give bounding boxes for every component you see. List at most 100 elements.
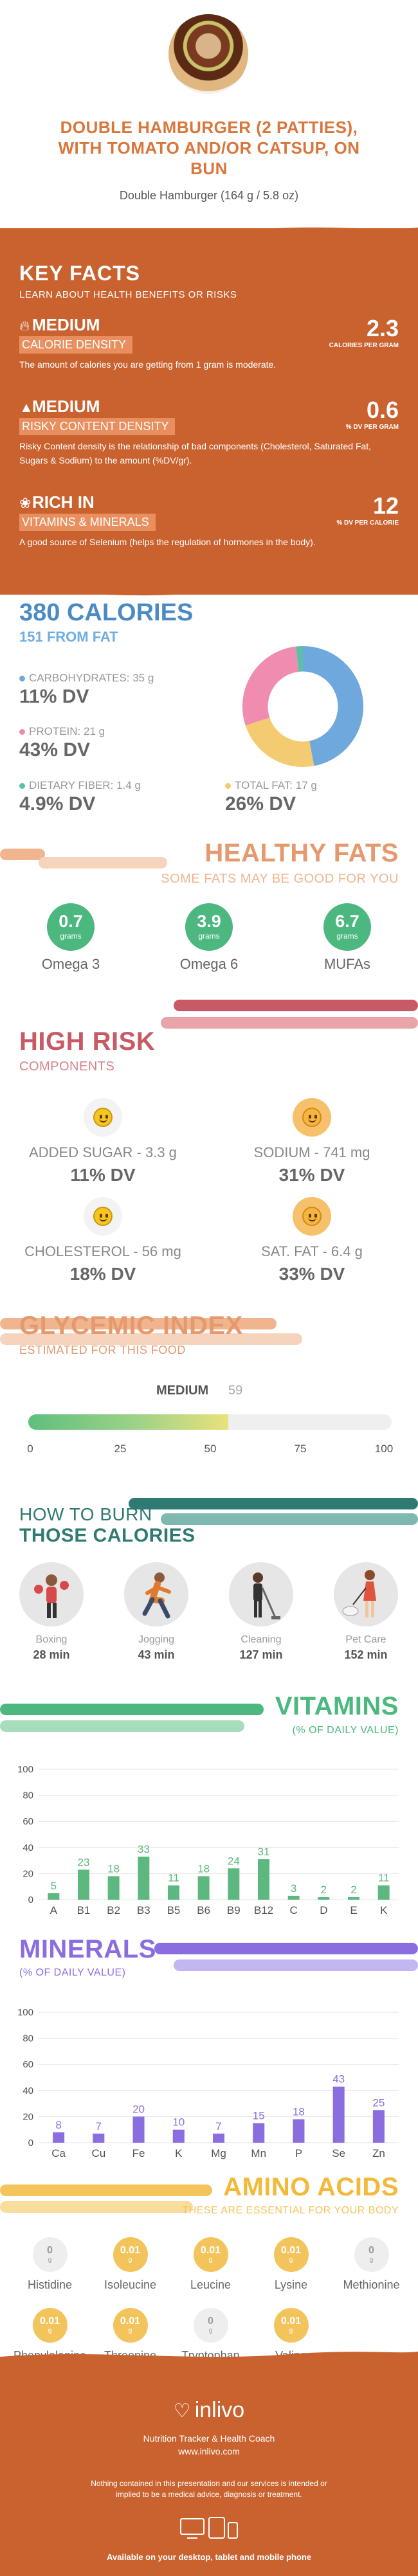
macro-label: DIETARY FIBER: 1.4 g [29, 779, 141, 791]
x-tick-label: B2 [107, 1904, 120, 1916]
activity-jogging: Jogging 43 min [114, 1562, 198, 1662]
bar [168, 1885, 179, 1900]
amino-name: Lysine [274, 2278, 308, 2291]
amino-name: Methionine [343, 2278, 400, 2291]
ribbon-amino [0, 2184, 212, 2196]
boxing-icon [19, 1562, 84, 1626]
amino-leucine: 0.01 g Leucine [170, 2237, 251, 2292]
macro-dv: 11% DV [19, 686, 89, 707]
x-tick-label: K [380, 1904, 388, 1916]
risk-dv: 33% DV [278, 1264, 345, 1284]
serving-size: Double Hamburger (164 g / 5.8 oz) [119, 189, 299, 202]
amino-value: 0 [208, 2316, 214, 2327]
smiley-icon [293, 1098, 331, 1137]
gi-bar [28, 1414, 392, 1430]
bar-value-label: 33 [138, 1843, 150, 1855]
footer-tagline: Nutrition Tracker & Health Coach [143, 2433, 275, 2444]
macro-donut-chart [242, 645, 363, 768]
amino-circle: 0.01 g [113, 2237, 148, 2272]
keyfacts-wave-bottom [0, 582, 418, 596]
title-line-2: WITH TOMATO AND/OR CATSUP, ON [58, 138, 360, 158]
y-tick-label: 0 [28, 2138, 33, 2148]
macro-label: PROTEIN: 21 g [29, 725, 105, 737]
macro-label: TOTAL FAT: 17 g [235, 779, 317, 791]
amino-subtitle: THESE ARE ESSENTIAL FOR YOUR BODY [182, 2205, 399, 2216]
bar-value-label: 43 [332, 2073, 345, 2085]
y-tick-label: 100 [17, 2007, 33, 2018]
amino-value: 0 [368, 2245, 374, 2256]
amino-value: 0.01 [120, 2245, 141, 2256]
bar [228, 1868, 240, 1900]
fact-tag: CALORIE DENSITY [19, 336, 133, 354]
activity-name: Pet Care [345, 1634, 386, 1645]
vitamins-title: VITAMINS [275, 1692, 399, 1720]
smiley-icon [84, 1098, 122, 1137]
amino-unit: g [128, 2256, 132, 2264]
fat-value: 0.7 [59, 912, 83, 931]
fact-level: MEDIUM [32, 397, 100, 416]
y-tick-label: 40 [23, 2085, 33, 2096]
y-tick-label: 20 [23, 1868, 33, 1879]
activity-minutes: 152 min [344, 1648, 388, 1661]
macro-label: CARBOHYDRATES: 35 g [29, 672, 154, 684]
activity-name: Jogging [138, 1634, 175, 1645]
x-tick-label: Zn [372, 2147, 385, 2159]
amino-unit: g [128, 2327, 132, 2334]
fat-circle: 6.7 grams [323, 903, 371, 951]
fat-value: 3.9 [197, 912, 221, 931]
title-line-3: BUN [190, 159, 228, 178]
bar-value-label: 18 [197, 1862, 210, 1875]
pet-care-icon [334, 1562, 398, 1626]
amino-value: 0.01 [39, 2316, 60, 2327]
x-tick-label: B3 [137, 1904, 150, 1916]
ribbon-right [174, 1000, 418, 1011]
amino-lysine: 0.01 g Lysine [251, 2237, 331, 2292]
cleaning-icon [229, 1562, 293, 1626]
bar [53, 2132, 65, 2143]
risk-label: CHOLESTEROL - 56 mg [24, 1243, 181, 1259]
bar [348, 1896, 359, 1900]
warning-icon: ▲ [19, 399, 33, 415]
fat-name: MUFAs [323, 956, 371, 972]
bar-value-label: 7 [96, 2120, 102, 2132]
macro-dv: 43% DV [19, 739, 91, 761]
x-tick-label: E [350, 1904, 357, 1916]
header: DOUBLE HAMBURGER (2 PATTIES), WITH TOMAT… [0, 0, 418, 202]
bar-value-label: 5 [51, 1880, 57, 1892]
y-tick-label: 40 [23, 1842, 33, 1853]
healthy-fats-subtitle: SOME FATS MAY BE GOOD FOR YOU [161, 872, 399, 886]
minerals-bar-chart: 0 20 40 60 80 100 8 Ca 7 Cu 20 Fe 10 K 7 Mg 15 Mn 18 P 43 Se 2… [17, 2007, 399, 2159]
activity-boxing: Boxing 28 min [10, 1562, 93, 1662]
bar-value-label: 18 [107, 1862, 120, 1875]
amino-unit: g [208, 2327, 213, 2334]
vitamins-bar-chart: 0204060801005A23B118B233B311B518B624B931… [17, 1764, 399, 1916]
ribbon-gi-2 [0, 1333, 302, 1345]
footer-url[interactable]: www.inlivo.com [178, 2446, 240, 2456]
bar [132, 2116, 145, 2143]
macro-dv: 4.9% DV [19, 793, 96, 815]
y-tick-label: 80 [23, 1790, 33, 1801]
fact-description: The amount of calories you are getting f… [19, 359, 277, 370]
risk-sodium: SODIUM - 741 mg 31% DV [219, 1098, 405, 1185]
fact-unit: CALORIES PER GRAM [329, 342, 399, 349]
minerals-title: MINERALS [19, 1935, 156, 1963]
fat-dot [225, 783, 231, 789]
bar [258, 1859, 269, 1900]
bar-value-label: 24 [228, 1855, 240, 1867]
ribbon-right-2 [161, 1017, 418, 1029]
fact-description: Risky Content density is the relationshi… [19, 441, 372, 465]
heart-icon: ♡ [173, 2400, 191, 2422]
minerals-subtitle: (% OF DAILY VALUE) [19, 1967, 126, 1978]
title-line-1: DOUBLE HAMBURGER (2 PATTIES), [60, 118, 358, 137]
ribbon-burn-2 [161, 1513, 418, 1525]
bar-value-label: 2 [350, 1884, 356, 1896]
key-facts-section: KEY FACTS LEARN ABOUT HEALTH BENEFITS OR… [0, 228, 418, 595]
fat-name: Omega 6 [179, 956, 239, 972]
amino-unit: g [369, 2256, 374, 2264]
donut-slice [242, 646, 300, 726]
fact-vitamins-minerals: ❀RICH IN VITAMINS & MINERALS 12 % DV PER… [19, 492, 399, 549]
ribbon-gi [0, 1318, 277, 1329]
bar [372, 2110, 385, 2143]
